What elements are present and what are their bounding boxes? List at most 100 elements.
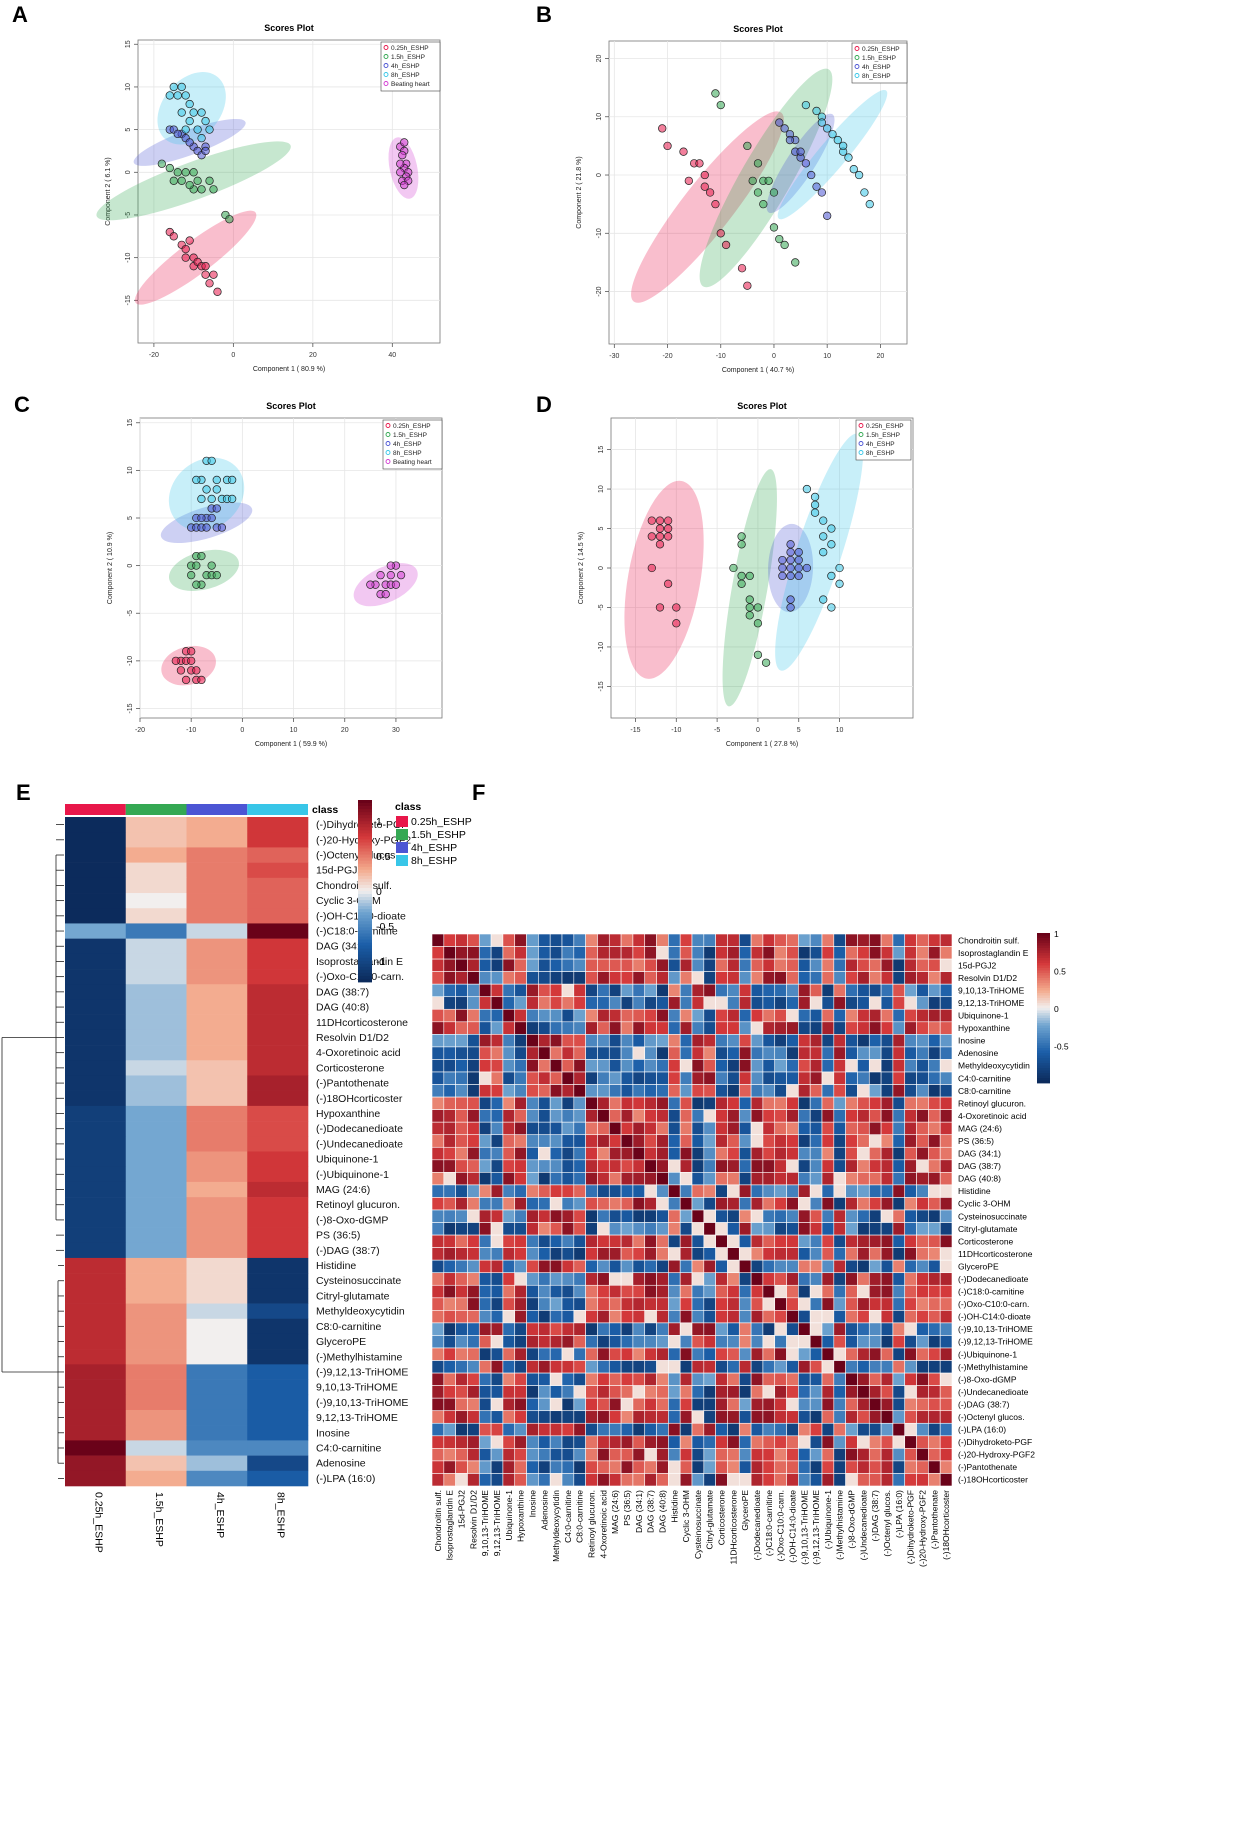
correlation-cell bbox=[573, 1096, 586, 1110]
correlation-cell bbox=[656, 1460, 669, 1474]
correlation-cell bbox=[585, 1146, 598, 1161]
color-key-step bbox=[1037, 1043, 1050, 1046]
correlation-cell bbox=[561, 1184, 575, 1198]
correlation-cell bbox=[467, 1460, 480, 1474]
correlation-cell bbox=[821, 1059, 835, 1073]
heatmap-cell bbox=[65, 1029, 127, 1046]
correlation-cell bbox=[620, 1372, 634, 1386]
score-point bbox=[817, 188, 827, 197]
correlation-cell bbox=[857, 1347, 870, 1361]
correlation-cell bbox=[821, 1134, 835, 1148]
correlation-cell bbox=[821, 1372, 835, 1386]
correlation-cell bbox=[632, 1297, 646, 1311]
column-label: Isoprostaglandin E bbox=[445, 1490, 455, 1561]
color-key-step bbox=[358, 972, 372, 977]
heatmap-cell bbox=[186, 953, 248, 970]
color-key-step bbox=[358, 930, 372, 934]
correlation-cell bbox=[668, 1448, 681, 1462]
correlation-cell bbox=[561, 1134, 575, 1148]
correlation-cell bbox=[774, 1259, 787, 1274]
plot-frame bbox=[608, 40, 908, 345]
column-label: 11DHcorticosterone bbox=[728, 1490, 738, 1565]
color-key-step bbox=[358, 875, 372, 880]
score-point bbox=[812, 182, 821, 191]
legend-marker bbox=[858, 441, 864, 446]
score-point bbox=[721, 240, 731, 250]
legend-label: 4h_ESHP bbox=[393, 441, 422, 448]
correlation-cell bbox=[585, 1397, 598, 1412]
color-key-step bbox=[1037, 1013, 1050, 1016]
correlation-cell bbox=[597, 1084, 610, 1098]
correlation-cell bbox=[750, 946, 764, 960]
correlation-cell bbox=[750, 1134, 764, 1148]
y-tick-label: 20 bbox=[596, 54, 603, 62]
correlation-cell bbox=[738, 1109, 752, 1123]
correlation-cell bbox=[809, 1197, 823, 1211]
heatmap-cell bbox=[125, 1303, 187, 1320]
correlation-cell bbox=[644, 933, 657, 947]
column-label: C8:0-carnitine bbox=[575, 1490, 585, 1543]
correlation-cell bbox=[798, 933, 811, 947]
correlation-cell bbox=[608, 1385, 622, 1399]
x-tick-label: 30 bbox=[392, 727, 400, 734]
correlation-cell bbox=[833, 1008, 846, 1023]
correlation-cell bbox=[597, 1460, 610, 1474]
x-tick-label: -10 bbox=[716, 353, 726, 360]
correlation-cell bbox=[585, 1184, 598, 1198]
correlation-cell bbox=[549, 1172, 563, 1186]
correlation-cell bbox=[668, 1460, 681, 1474]
x-tick-label: 0 bbox=[231, 352, 235, 359]
color-key-step bbox=[1037, 1038, 1050, 1041]
correlation-cell bbox=[526, 1310, 539, 1324]
correlation-cell bbox=[597, 996, 610, 1010]
color-key-step bbox=[358, 894, 372, 898]
correlation-cell bbox=[833, 1397, 846, 1412]
score-point bbox=[655, 516, 665, 525]
correlation-cell bbox=[833, 1259, 846, 1274]
color-key-step bbox=[358, 963, 372, 968]
correlation-cell bbox=[868, 1435, 882, 1449]
correlation-cell bbox=[585, 1259, 598, 1274]
correlation-cell bbox=[928, 1034, 941, 1048]
correlation-cell bbox=[821, 1272, 835, 1286]
score-point bbox=[700, 182, 709, 191]
correlation-cell bbox=[620, 1159, 634, 1173]
correlation-cell bbox=[632, 1184, 646, 1198]
correlation-cell bbox=[715, 1109, 728, 1123]
score-point bbox=[202, 523, 211, 532]
correlation-cell bbox=[868, 1448, 882, 1462]
correlation-cell bbox=[904, 946, 917, 960]
column-label: Citryl-glutamate bbox=[705, 1490, 715, 1550]
correlation-cell bbox=[478, 1435, 492, 1449]
correlation-cell bbox=[916, 996, 929, 1010]
row-label: (-)C18:0-carnitine bbox=[958, 1287, 1024, 1297]
correlation-cell bbox=[691, 1222, 705, 1236]
correlation-cell bbox=[668, 1197, 681, 1211]
correlation-cell bbox=[597, 1385, 610, 1399]
correlation-cell bbox=[585, 933, 598, 947]
correlation-cell bbox=[668, 1021, 681, 1035]
score-point bbox=[187, 647, 196, 656]
score-point bbox=[192, 475, 201, 485]
correlation-cell bbox=[738, 1172, 752, 1186]
correlation-cell bbox=[738, 1184, 752, 1198]
color-key-step bbox=[1037, 935, 1050, 939]
correlation-cell bbox=[939, 1209, 953, 1223]
correlation-cell bbox=[549, 1134, 563, 1148]
heatmap-cell bbox=[125, 1197, 187, 1213]
heatmap-cell bbox=[247, 847, 309, 863]
correlation-cell bbox=[490, 1360, 504, 1374]
correlation-cell bbox=[585, 1322, 598, 1336]
row-label: (-)LPA (16:0) bbox=[316, 1473, 375, 1485]
correlation-cell bbox=[833, 1084, 846, 1098]
correlation-cell bbox=[561, 1034, 575, 1048]
correlation-cell bbox=[703, 946, 716, 960]
heatmap-cell bbox=[65, 1105, 127, 1122]
correlation-cell bbox=[750, 933, 764, 947]
correlation-cell bbox=[514, 1071, 527, 1085]
correlation-cell bbox=[786, 1422, 799, 1437]
correlation-cell bbox=[538, 1059, 551, 1073]
correlation-cell bbox=[738, 1059, 752, 1073]
correlation-cell bbox=[668, 1397, 681, 1412]
